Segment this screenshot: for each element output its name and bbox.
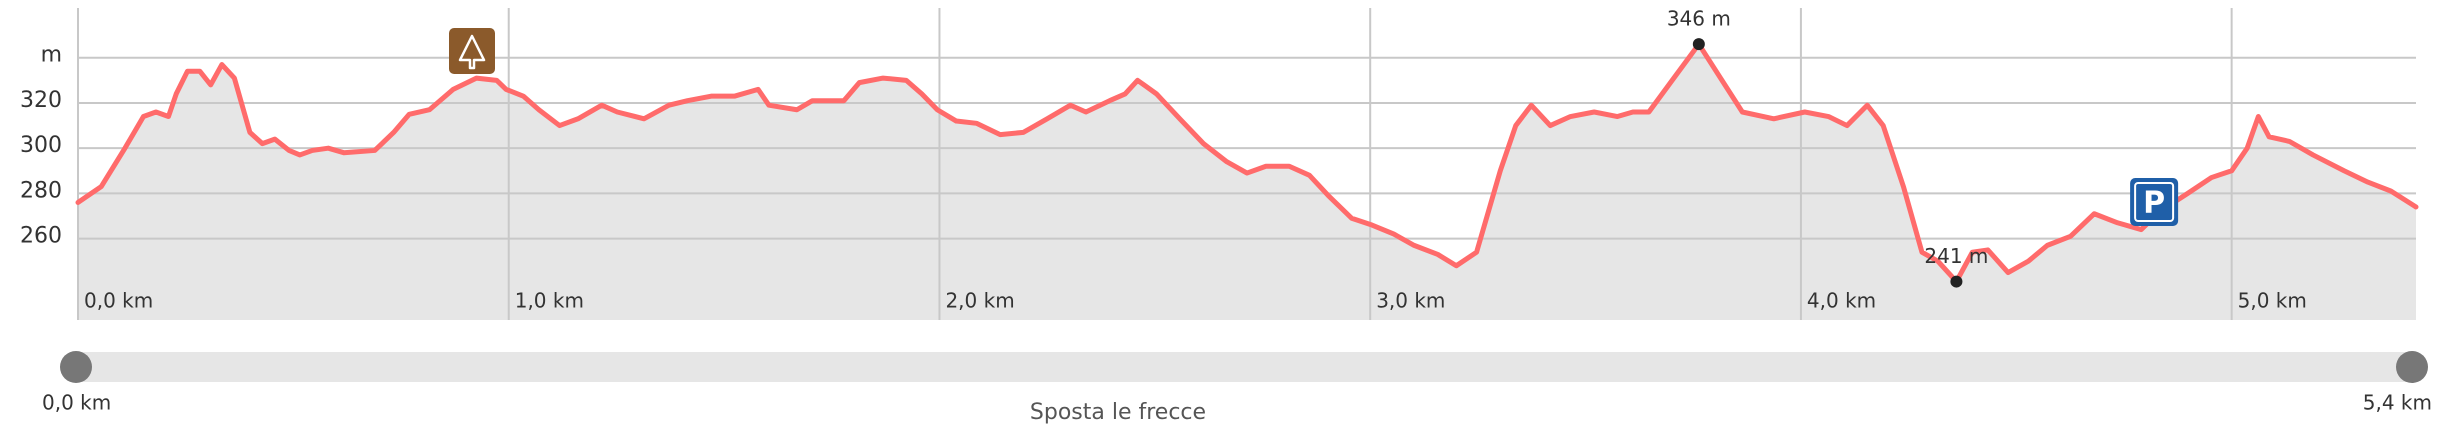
parking-inner [2134, 182, 2175, 222]
x-tick-label: 4,0 km [1807, 289, 1876, 313]
y-tick-label: m [41, 43, 62, 68]
slider-start-label: 0,0 km [42, 391, 111, 415]
parking-marker [2130, 178, 2179, 226]
y-tick-label: 280 [20, 178, 62, 203]
extreme-point [1692, 38, 1705, 51]
x-tick-label: 2,0 km [945, 289, 1014, 313]
elevation-area [78, 44, 2416, 320]
tree-icon [449, 28, 495, 74]
y-tick-label: 320 [20, 88, 62, 113]
slider-handle-end[interactable] [2396, 351, 2428, 383]
slider-hint: Sposta le frecce [1030, 400, 1206, 425]
extreme-label: 241 m [1924, 244, 1988, 268]
slider-end-label: 5,4 km [2363, 391, 2432, 415]
x-tick-label: 1,0 km [515, 289, 584, 313]
parking-label: P [2143, 186, 2165, 221]
elevation-line [75, 41, 2419, 285]
y-tick-label: 260 [20, 224, 62, 249]
x-tick-label: 3,0 km [1376, 289, 1445, 313]
slider-handle-start[interactable] [60, 351, 92, 383]
x-tick-label: 0,0 km [84, 289, 153, 313]
extreme-point [1950, 275, 1963, 288]
x-tick-label: 5,0 km [2238, 289, 2307, 313]
slider-track [76, 352, 2414, 382]
extreme-label: 346 m [1667, 7, 1731, 31]
y-tick-label: 300 [20, 133, 62, 158]
